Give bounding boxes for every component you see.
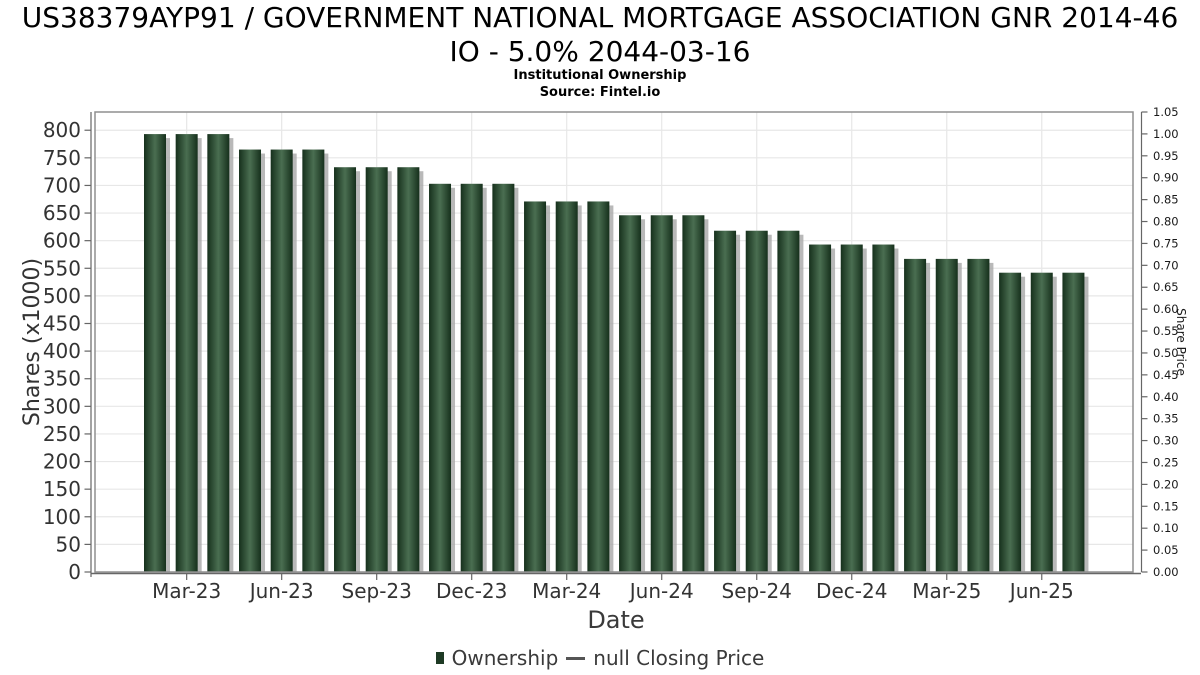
chart-title-line2: IO - 5.0% 2044-03-16 bbox=[449, 35, 751, 68]
left-axis-tick-label: 0 bbox=[68, 560, 81, 584]
left-axis-tick-label: 700 bbox=[43, 173, 81, 197]
x-axis-tick-label: Dec-24 bbox=[816, 579, 887, 603]
left-axis-tick-label: 350 bbox=[43, 367, 81, 391]
left-axis-tick-label: 750 bbox=[43, 146, 81, 170]
ownership-bar bbox=[1062, 272, 1085, 572]
ownership-bar bbox=[239, 149, 262, 572]
ownership-bar bbox=[999, 272, 1022, 572]
right-axis-tick-label: 0.55 bbox=[1153, 324, 1179, 338]
right-axis-tick-label: 0.95 bbox=[1153, 149, 1179, 163]
left-axis-tick-label: 200 bbox=[43, 450, 81, 474]
left-axis-tick-label: 800 bbox=[43, 118, 81, 142]
right-axis-tick-label: 0.85 bbox=[1153, 193, 1179, 207]
right-axis-tick-label: 0.70 bbox=[1153, 258, 1179, 272]
ownership-bar bbox=[492, 183, 515, 573]
ownership-bar bbox=[365, 167, 388, 572]
legend-ownership-label: Ownership bbox=[451, 646, 559, 670]
chart-subtitle: Institutional Ownership bbox=[513, 68, 687, 83]
right-axis-tick-label: 0.10 bbox=[1153, 521, 1179, 535]
right-axis-tick-label: 0.45 bbox=[1153, 368, 1179, 382]
chart-source: Source: Fintel.io bbox=[539, 85, 661, 100]
x-axis-tick-label: Jun-23 bbox=[248, 579, 314, 603]
left-axis-tick-label: 400 bbox=[43, 339, 81, 363]
left-axis-tick-label: 450 bbox=[43, 312, 81, 336]
ownership-bar bbox=[619, 215, 642, 572]
ownership-bar bbox=[777, 230, 800, 573]
x-axis-tick-label: Sep-24 bbox=[722, 579, 792, 603]
ownership-bar bbox=[397, 167, 420, 572]
ownership-bar bbox=[302, 149, 325, 572]
right-axis-tick-label: 0.25 bbox=[1153, 455, 1179, 469]
left-axis-tick-label: 600 bbox=[43, 229, 81, 253]
ownership-bar bbox=[144, 134, 166, 572]
left-axis-tick-label: 150 bbox=[43, 477, 81, 501]
right-axis-tick-label: 0.80 bbox=[1153, 215, 1179, 229]
left-axis-tick-label: 100 bbox=[43, 505, 81, 529]
right-axis-tick-label: 0.90 bbox=[1153, 171, 1179, 185]
right-axis-tick-label: 0.00 bbox=[1153, 565, 1179, 579]
x-axis-tick-label: Jun-24 bbox=[628, 579, 694, 603]
right-axis-tick-label: 0.35 bbox=[1153, 412, 1179, 426]
right-axis-tick-label: 0.05 bbox=[1153, 543, 1179, 557]
chart-title-line1: US38379AYP91 / GOVERNMENT NATIONAL MORTG… bbox=[21, 1, 1179, 34]
x-axis-tick-label: Mar-25 bbox=[912, 579, 981, 603]
ownership-bar bbox=[872, 244, 895, 572]
x-axis-tick-label: Dec-23 bbox=[436, 579, 507, 603]
ownership-bar bbox=[555, 201, 578, 572]
ownership-bar bbox=[967, 258, 990, 572]
ownership-bar bbox=[524, 201, 547, 572]
left-axis-tick-label: 500 bbox=[43, 284, 81, 308]
ownership-bar bbox=[207, 134, 230, 572]
ownership-bar bbox=[429, 183, 452, 573]
legend-price-label: null Closing Price bbox=[593, 646, 765, 670]
ownership-bar bbox=[334, 167, 357, 572]
ownership-bar bbox=[809, 244, 832, 572]
ownership-bar bbox=[460, 183, 483, 573]
chart-legend: Ownership null Closing Price bbox=[0, 645, 1200, 671]
left-axis-tick-label: 650 bbox=[43, 201, 81, 225]
right-axis-tick-label: 0.15 bbox=[1153, 499, 1179, 513]
right-axis-tick-label: 0.50 bbox=[1153, 346, 1179, 360]
ownership-bar bbox=[1030, 272, 1053, 572]
left-axis-title: Shares (x1000) bbox=[20, 258, 45, 426]
plot-border bbox=[94, 111, 1134, 573]
ownership-swatch-icon bbox=[435, 652, 444, 664]
ownership-bar bbox=[840, 244, 863, 572]
left-axis-tick-label: 550 bbox=[43, 256, 81, 280]
ownership-bar bbox=[904, 258, 927, 572]
ownership-bar bbox=[745, 230, 768, 573]
right-axis-tick-label: 0.20 bbox=[1153, 477, 1179, 491]
ownership-bar bbox=[650, 215, 673, 572]
right-axis-tick-label: 0.40 bbox=[1153, 390, 1179, 404]
price-line-icon bbox=[566, 656, 586, 660]
x-axis-title: Date bbox=[587, 606, 644, 634]
x-axis-tick-label: Sep-23 bbox=[342, 579, 412, 603]
ownership-bar bbox=[714, 230, 737, 573]
left-axis-tick-label: 50 bbox=[56, 532, 81, 556]
x-axis-tick-label: Mar-23 bbox=[152, 579, 221, 603]
ownership-bar bbox=[587, 201, 610, 572]
right-axis-tick-label: 1.05 bbox=[1153, 105, 1179, 119]
right-axis-title: Share Price bbox=[1174, 308, 1188, 376]
x-axis-tick-label: Jun-25 bbox=[1008, 579, 1074, 603]
right-axis-tick-label: 0.65 bbox=[1153, 280, 1179, 294]
ownership-bar bbox=[935, 258, 958, 572]
ownership-bar bbox=[175, 134, 198, 572]
x-axis-tick-label: Mar-24 bbox=[532, 579, 601, 603]
ownership-bar bbox=[270, 149, 293, 572]
left-axis-tick-label: 300 bbox=[43, 394, 81, 418]
ownership-bar bbox=[682, 215, 705, 572]
right-axis-tick-label: 0.30 bbox=[1153, 434, 1179, 448]
right-axis-tick-label: 1.00 bbox=[1153, 127, 1179, 141]
left-axis-tick-label: 250 bbox=[43, 422, 81, 446]
right-axis-tick-label: 0.60 bbox=[1153, 302, 1179, 316]
right-axis-tick-label: 0.75 bbox=[1153, 236, 1179, 250]
